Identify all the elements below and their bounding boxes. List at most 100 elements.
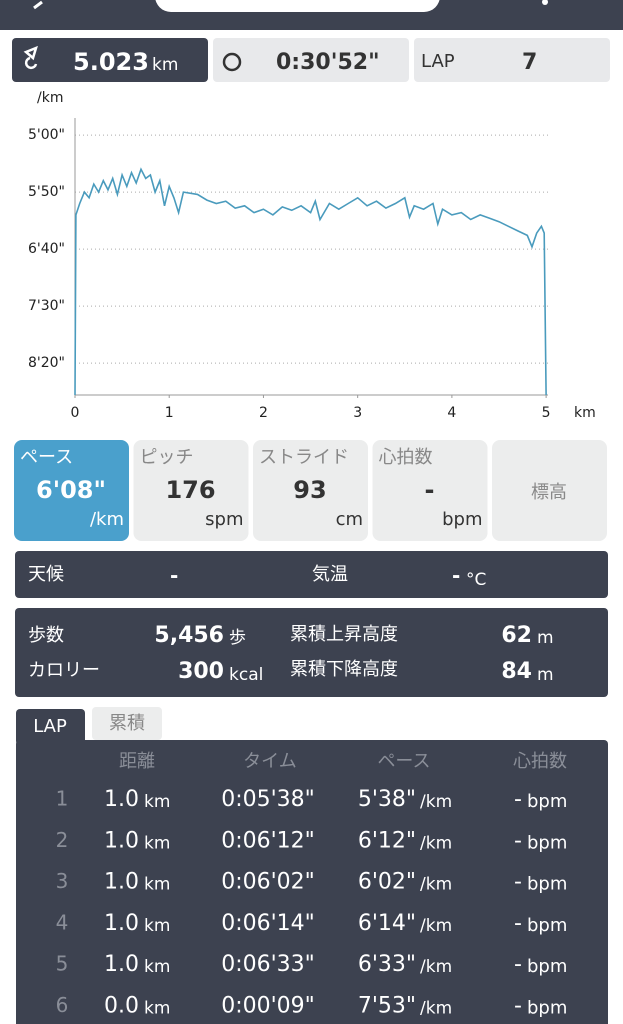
lap-pace: 6'02" xyxy=(358,870,416,895)
column-header: 距離 xyxy=(119,751,155,772)
x-tick-label: 4 xyxy=(447,405,456,421)
temp-value: - xyxy=(452,564,460,588)
steps-label: 歩数 xyxy=(28,625,64,646)
lap-number: 2 xyxy=(56,828,69,852)
tab-time[interactable] xyxy=(213,38,409,82)
ascent-unit: m xyxy=(537,628,554,648)
lap-distance: 1.0 xyxy=(104,828,139,853)
calorie-unit: kcal xyxy=(229,665,263,685)
lap-number: 1 xyxy=(56,787,69,811)
y-tick-label: 6'40" xyxy=(28,241,65,257)
back-button[interactable] xyxy=(33,0,43,10)
time-value: 0:30'52" xyxy=(276,50,380,75)
x-tick-label: 5 xyxy=(542,405,551,421)
lap-number: 6 xyxy=(56,993,69,1017)
calorie-value: 300 xyxy=(178,659,224,684)
y-tick-label: 7'30" xyxy=(28,298,65,314)
pace-unit: /km xyxy=(420,957,452,977)
metric-tile[interactable] xyxy=(372,440,488,541)
total-tab[interactable] xyxy=(92,707,162,740)
y-tick-label: 8'20" xyxy=(28,355,65,371)
lap-time: 0:05'38" xyxy=(221,787,315,812)
lap-tab[interactable] xyxy=(16,709,85,745)
menu-button[interactable] xyxy=(542,0,548,5)
lap-pace: 6'12" xyxy=(358,828,416,853)
metric-unit: /km xyxy=(90,509,124,530)
distance-unit: km xyxy=(144,957,170,977)
tab-lap[interactable] xyxy=(414,38,610,82)
distance-unit: km xyxy=(144,999,170,1019)
lap-distance: 1.0 xyxy=(104,870,139,895)
lap-time: 0:06'33" xyxy=(221,952,315,977)
column-header: ペース xyxy=(377,751,430,772)
temp-label: 気温 xyxy=(312,564,348,585)
panels: 天候 - 気温 - °C 歩数 5,456 歩 カロリー 300 kcal 累積… xyxy=(15,551,608,1024)
metric-tile[interactable] xyxy=(14,440,129,541)
lap-value: 7 xyxy=(522,50,537,75)
metric-label: ストライド xyxy=(259,447,349,468)
ascent-label: 累積上昇高度 xyxy=(290,624,398,645)
stopwatch-icon xyxy=(222,52,242,72)
metric-value: 6'08" xyxy=(36,476,106,504)
metric-unit: spm xyxy=(205,509,243,530)
lap-heart-rate: - xyxy=(514,828,522,853)
lap-time: 0:00'09" xyxy=(221,994,315,1019)
lap-heart-rate: - xyxy=(514,911,522,936)
lap-pace: 6'14" xyxy=(358,911,416,936)
heart-rate-unit: bpm xyxy=(527,998,567,1019)
descent-label: 累積下降高度 xyxy=(290,659,398,680)
distance-unit: km xyxy=(152,55,178,75)
lap-number: 3 xyxy=(56,869,69,893)
y-tick-label: 5'50" xyxy=(28,184,65,200)
pace-unit: /km xyxy=(420,875,452,895)
distance-unit: km xyxy=(144,792,170,812)
lap-pace: 7'53" xyxy=(358,994,416,1019)
lap-pace: 6'33" xyxy=(358,952,416,977)
y-tick-label: 5'00" xyxy=(28,127,65,143)
steps-value: 5,456 xyxy=(154,623,224,648)
lap-tab-label[interactable]: LAP xyxy=(33,716,67,737)
lap-heart-rate: - xyxy=(514,994,522,1019)
metric-value: - xyxy=(425,476,435,504)
lap-pace: 5'38" xyxy=(358,787,416,812)
distance-value: 5.023 xyxy=(73,48,149,76)
x-tick-label: 1 xyxy=(165,405,174,421)
x-tick-label: 0 xyxy=(71,405,80,421)
lap-distance: 1.0 xyxy=(104,787,139,812)
ascent-value: 62 xyxy=(501,623,532,648)
metric-label: ピッチ xyxy=(140,447,194,468)
pace-chart: /km km 5'00" 5'50" 6'40" 7'30" 8'20" 0 1 2 3 4 5 xyxy=(28,90,596,421)
heart-rate-unit: bpm xyxy=(527,832,567,853)
column-header: タイム xyxy=(243,751,297,772)
metric-value: 176 xyxy=(165,476,215,504)
distance-unit: km xyxy=(144,875,170,895)
heart-rate-unit: bpm xyxy=(527,791,567,812)
steps-unit: 歩 xyxy=(229,628,246,648)
x-tick-label: 2 xyxy=(259,405,268,421)
total-tab-label[interactable]: 累積 xyxy=(109,713,145,734)
metric-tile[interactable] xyxy=(492,440,607,541)
heart-rate-unit: bpm xyxy=(527,956,567,977)
lap-time: 0:06'14" xyxy=(221,911,315,936)
heart-rate-unit: bpm xyxy=(527,915,567,936)
heart-rate-unit: bpm xyxy=(527,874,567,895)
pace-unit: /km xyxy=(420,999,452,1019)
metric-tile[interactable] xyxy=(133,440,249,541)
metric-unit: cm xyxy=(336,509,363,530)
pace-unit: /km xyxy=(420,833,452,853)
tab-distance[interactable] xyxy=(12,38,208,82)
pace-unit: /km xyxy=(420,792,452,812)
x-tick-label: 3 xyxy=(353,405,362,421)
lap-time: 0:06'12" xyxy=(221,828,315,853)
metric-tile[interactable] xyxy=(253,440,368,541)
distance-unit: km xyxy=(144,916,170,936)
lap-distance: 1.0 xyxy=(104,952,139,977)
column-header: 心拍数 xyxy=(513,751,567,772)
metric-value: 93 xyxy=(293,476,326,504)
distance-unit: km xyxy=(144,833,170,853)
search-pill[interactable] xyxy=(155,0,440,12)
lap-number: 5 xyxy=(56,952,69,976)
lap-distance: 1.0 xyxy=(104,911,139,936)
metric-label: 心拍数 xyxy=(379,447,433,468)
